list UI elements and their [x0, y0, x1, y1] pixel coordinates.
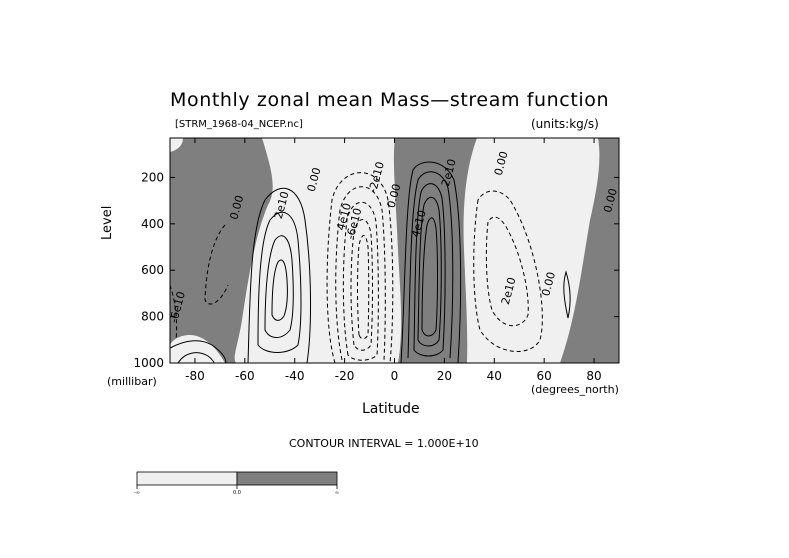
x-tick-label: -60	[235, 369, 255, 383]
positive-region-south	[170, 138, 273, 363]
x-tick-label: 60	[537, 369, 552, 383]
y-tick-label: 600	[141, 263, 164, 277]
contour-label: 0.00	[385, 182, 404, 209]
contour-label: 0.00	[492, 150, 511, 177]
y-axis-units: (millibar)	[107, 375, 157, 388]
positive-region-north	[560, 138, 619, 363]
colorbar-negative-swatch	[136, 471, 238, 486]
y-axis-ticks: 200 400 600 800 1000	[133, 170, 619, 370]
y-tick-label: 400	[141, 217, 164, 231]
plot-area	[170, 138, 619, 363]
contour-label: 0.00	[305, 166, 324, 193]
x-axis-units: (degrees_north)	[531, 383, 619, 396]
contour-label: 0.00	[227, 194, 246, 221]
x-axis-ticks: -80 -60 -40 -20 0 20 40 60 80	[185, 138, 602, 383]
x-tick-label: 40	[487, 369, 502, 383]
x-tick-label: -80	[185, 369, 205, 383]
y-tick-label: 1000	[133, 356, 164, 370]
colorbar-label-max: ∞	[335, 490, 339, 496]
x-tick-label: 20	[437, 369, 452, 383]
units-label: (units:kg/s)	[531, 117, 599, 131]
x-tick-label: -20	[335, 369, 355, 383]
negative-contours	[170, 172, 543, 363]
y-tick-label: 800	[141, 310, 164, 324]
x-tick-label: 80	[586, 369, 601, 383]
y-tick-label: 200	[141, 170, 164, 184]
contour-interval-text: CONTOUR INTERVAL = 1.000E+10	[289, 437, 479, 450]
file-label: [STRM_1968-04_NCEP.nc]	[175, 119, 303, 130]
x-tick-label: -40	[285, 369, 305, 383]
positive-contours	[170, 161, 571, 363]
colorbar-label-min: -∞	[134, 490, 140, 496]
colorbar-positive-swatch	[236, 471, 338, 486]
contour-label: 0.00	[539, 270, 558, 297]
chart-title: Monthly zonal mean Mass—stream function	[170, 89, 610, 111]
colorbar-label-zero: 0.0	[233, 490, 241, 496]
colorbar: -∞ 0.0 ∞	[134, 471, 339, 496]
x-tick-label: 0	[391, 369, 399, 383]
x-axis-label: Latitude	[362, 401, 420, 417]
contour-label: 0.00	[601, 187, 620, 214]
